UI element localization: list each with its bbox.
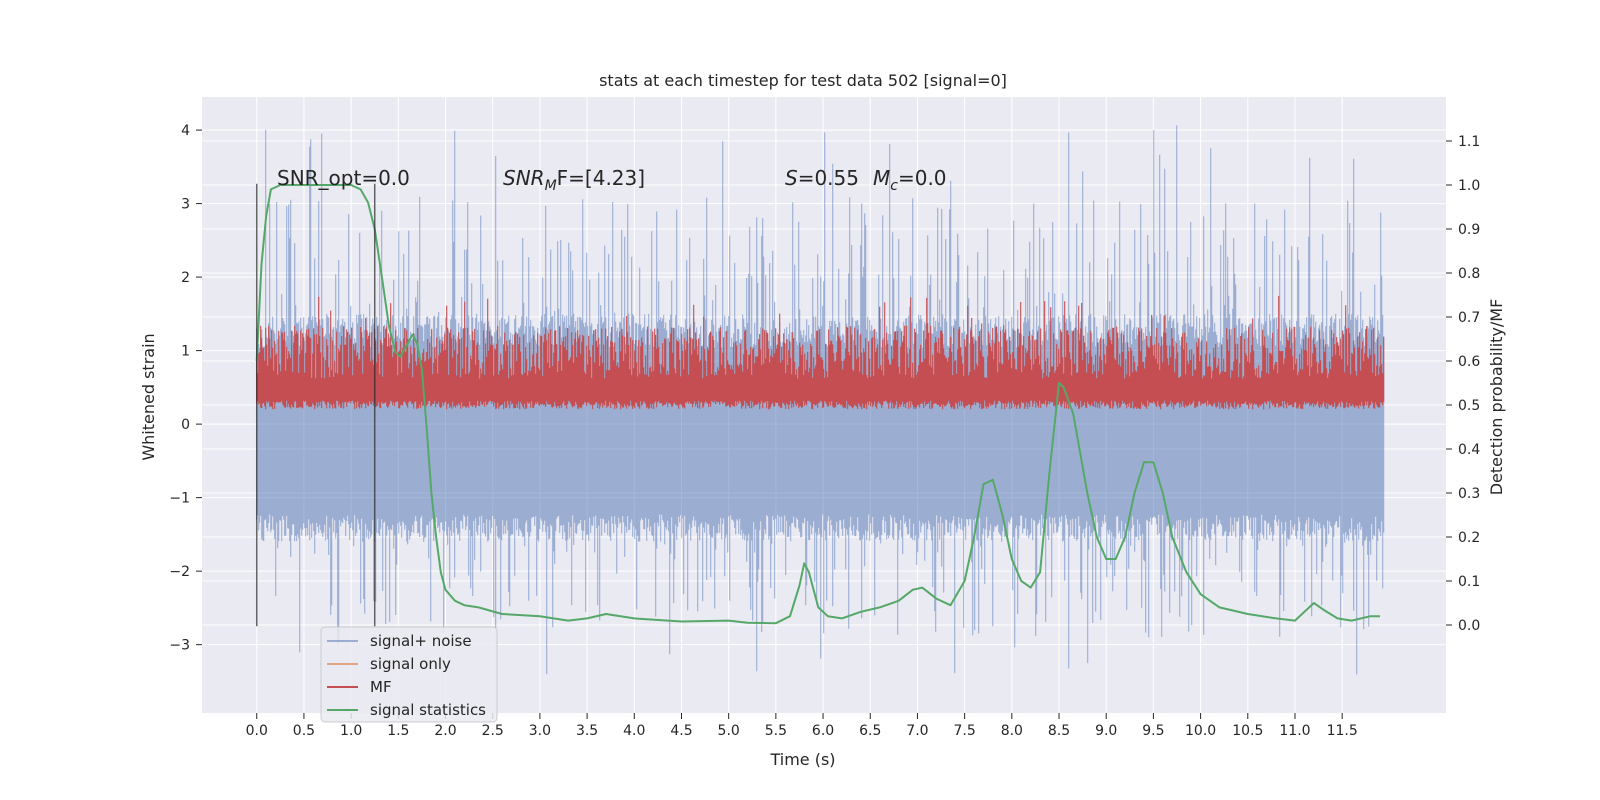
y-right-tick-label: 1.1 bbox=[1458, 134, 1480, 150]
y-left-tick-label: −1 bbox=[169, 491, 190, 507]
vertical-markers bbox=[255, 183, 376, 627]
x-tick-label: 3.0 bbox=[529, 723, 551, 739]
annotation-snr-opt: SNR_opt=0.0 bbox=[277, 166, 410, 190]
series-layer bbox=[255, 125, 1385, 675]
x-tick-label: 6.0 bbox=[812, 723, 834, 739]
x-tick-label: 4.5 bbox=[670, 723, 692, 739]
legend-label-signal-noise: signal+ noise bbox=[370, 632, 472, 650]
x-tick-label: 1.5 bbox=[387, 723, 409, 739]
x-tick-label: 10.0 bbox=[1185, 723, 1216, 739]
s-label: S bbox=[785, 166, 798, 190]
y-right-tick-label: 0.5 bbox=[1458, 398, 1480, 414]
x-tick-label: 10.5 bbox=[1232, 723, 1263, 739]
x-tick-label: 9.0 bbox=[1095, 723, 1117, 739]
y-right-tick-label: 1.0 bbox=[1458, 178, 1480, 194]
x-tick-label: 2.5 bbox=[482, 723, 504, 739]
y-left-tick-label: −2 bbox=[169, 564, 190, 580]
legend-label-signal-statistics: signal statistics bbox=[370, 701, 486, 719]
y-right-tick-label: 0.1 bbox=[1458, 574, 1480, 590]
x-axis: 0.0 0.5 1.0 1.5 2.0 2.5 3.0 3.5 4.0 4.5 5.0 5.5 6.0 6… bbox=[246, 713, 1358, 739]
legend-label-signal-only: signal only bbox=[370, 655, 451, 673]
mc-value: =0.0 bbox=[898, 166, 947, 190]
y-left-tick-label: −3 bbox=[169, 638, 190, 654]
y-left-tick-label: 2 bbox=[181, 270, 190, 286]
legend-box bbox=[320, 626, 498, 723]
y-right-tick-label: 0.2 bbox=[1458, 530, 1480, 546]
y-right-tick-label: 0.3 bbox=[1458, 486, 1480, 502]
snr-mf-value: F=[4.23] bbox=[557, 166, 645, 190]
y-left-tick-label: 3 bbox=[181, 197, 190, 213]
x-tick-label: 11.0 bbox=[1279, 723, 1310, 739]
x-tick-label: 5.0 bbox=[718, 723, 740, 739]
annotation-snr-mf: SNRMF=[4.23] bbox=[503, 166, 645, 194]
x-tick-label: 8.5 bbox=[1048, 723, 1070, 739]
chart-title: stats at each timestep for test data 502… bbox=[599, 71, 1007, 90]
x-tick-label: 0.5 bbox=[293, 723, 315, 739]
y-axis-left: 4 3 2 1 0 −1 −2 −3 bbox=[169, 123, 202, 654]
x-tick-label: 0.0 bbox=[246, 723, 268, 739]
x-tick-label: 4.0 bbox=[623, 723, 645, 739]
s-value: =0.55 bbox=[798, 166, 859, 190]
annotation-s-mc: S=0.55 Mc=0.0 bbox=[785, 166, 947, 194]
y-right-tick-label: 0.9 bbox=[1458, 222, 1480, 238]
x-tick-label: 1.0 bbox=[340, 723, 362, 739]
x-axis-label: Time (s) bbox=[769, 750, 835, 769]
x-tick-label: 9.5 bbox=[1142, 723, 1164, 739]
x-tick-label: 7.5 bbox=[954, 723, 976, 739]
snr-mf-main: SNR bbox=[503, 166, 545, 190]
y-right-tick-label: 0.0 bbox=[1458, 618, 1480, 634]
x-tick-label: 6.5 bbox=[859, 723, 881, 739]
y-axis-right: 1.1 1.0 0.9 0.8 0.7 0.6 0.5 0.4 0.3 0.2 0.1 0.0 bbox=[1446, 134, 1480, 634]
y-left-tick-label: 4 bbox=[181, 123, 190, 139]
y-axis-right-label: Detection probability/MF bbox=[1487, 299, 1506, 496]
y-left-tick-label: 0 bbox=[181, 417, 190, 433]
y-right-tick-label: 0.7 bbox=[1458, 310, 1480, 326]
x-tick-label: 2.0 bbox=[434, 723, 456, 739]
y-right-tick-label: 0.8 bbox=[1458, 266, 1480, 282]
mc-label: M bbox=[873, 166, 890, 190]
x-tick-label: 7.0 bbox=[906, 723, 928, 739]
y-right-tick-label: 0.6 bbox=[1458, 354, 1480, 370]
y-left-tick-label: 1 bbox=[181, 344, 190, 360]
y-axis-left-label: Whitened strain bbox=[139, 333, 158, 460]
legend: signal+ noise signal only MF signal stat… bbox=[320, 626, 498, 723]
snr-mf-subscript: M bbox=[545, 178, 557, 194]
x-tick-label: 8.0 bbox=[1001, 723, 1023, 739]
x-tick-label: 5.5 bbox=[765, 723, 787, 739]
legend-label-mf: MF bbox=[370, 678, 392, 696]
x-tick-label: 3.5 bbox=[576, 723, 598, 739]
y-right-tick-label: 0.4 bbox=[1458, 442, 1480, 458]
series-signal-statistics bbox=[255, 184, 1380, 625]
x-tick-label: 11.5 bbox=[1327, 723, 1358, 739]
mc-subscript: c bbox=[890, 178, 898, 194]
